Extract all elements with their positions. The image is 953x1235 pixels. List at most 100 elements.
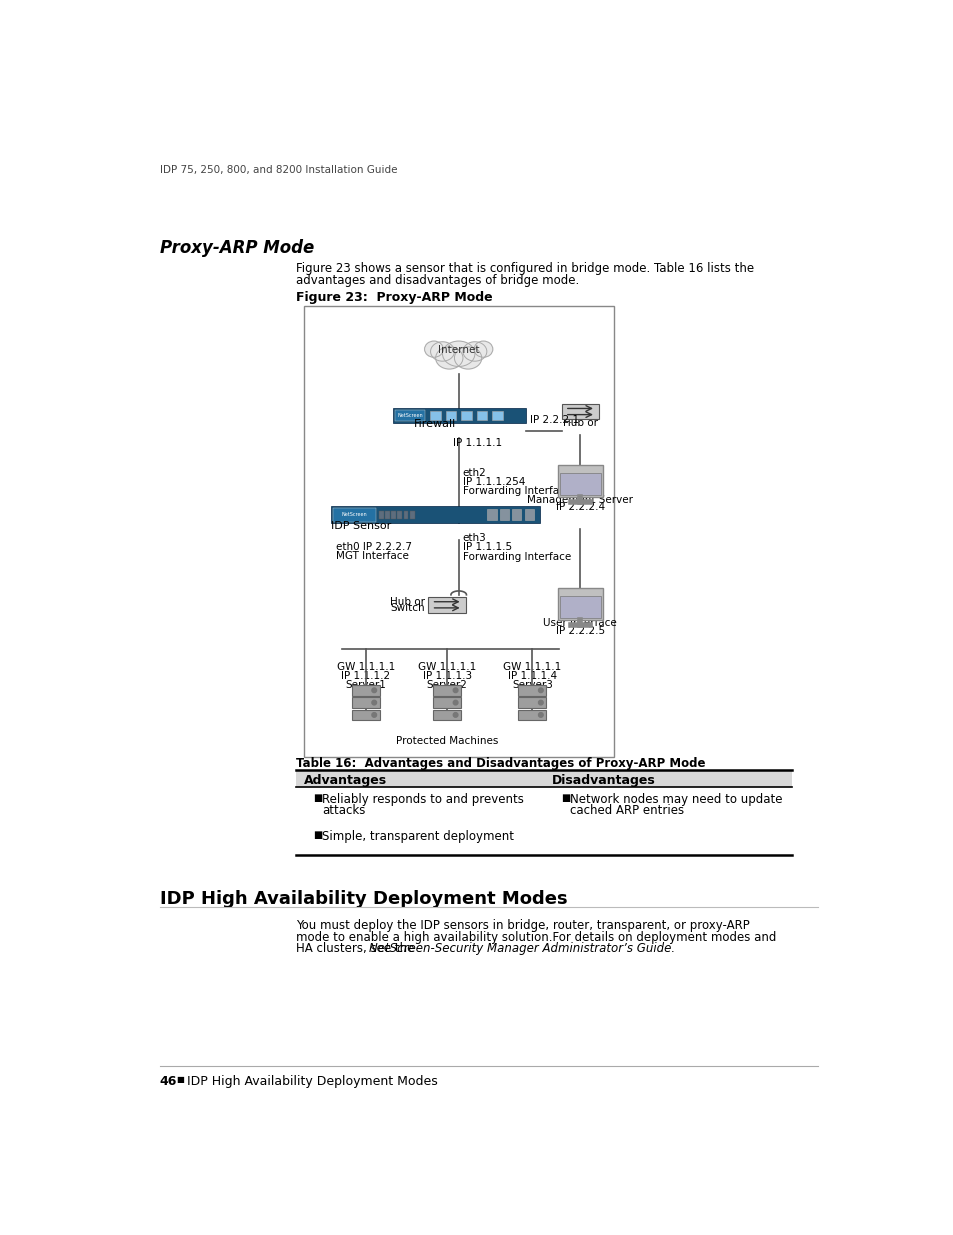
Text: Hub or: Hub or [562,419,598,429]
FancyBboxPatch shape [558,464,602,496]
Text: Forwarding Interface: Forwarding Interface [462,487,570,496]
Text: GW 1.1.1.1: GW 1.1.1.1 [417,662,476,672]
Text: eth0 IP 2.2.2.7: eth0 IP 2.2.2.7 [335,542,412,552]
Text: MGT Interface: MGT Interface [335,551,409,561]
FancyBboxPatch shape [517,685,546,695]
FancyBboxPatch shape [476,411,487,420]
Text: eth2: eth2 [462,468,486,478]
Circle shape [453,700,457,705]
FancyBboxPatch shape [395,410,424,421]
Text: NetScreen-Security Manager Administrator’s Guide.: NetScreen-Security Manager Administrator… [369,942,674,955]
FancyBboxPatch shape [517,710,546,720]
FancyBboxPatch shape [512,509,521,520]
Circle shape [537,688,542,693]
Text: Switch: Switch [562,411,598,421]
Text: Proxy-ARP Mode: Proxy-ARP Mode [159,240,314,257]
Text: Protected Machines: Protected Machines [395,736,497,746]
FancyBboxPatch shape [517,698,546,708]
FancyBboxPatch shape [352,698,379,708]
Text: NetScreen: NetScreen [341,513,367,517]
Text: Server3: Server3 [512,680,552,690]
FancyBboxPatch shape [460,411,472,420]
FancyBboxPatch shape [433,698,460,708]
Circle shape [372,688,376,693]
Text: User Interface: User Interface [543,618,617,627]
FancyBboxPatch shape [430,411,440,420]
FancyBboxPatch shape [433,685,460,695]
Text: attacks: attacks [322,804,365,818]
Text: Firewall: Firewall [414,419,456,430]
Text: IP 1.1.1.4: IP 1.1.1.4 [507,671,557,680]
Text: IDP High Availability Deployment Modes: IDP High Availability Deployment Modes [159,889,567,908]
FancyBboxPatch shape [403,511,408,519]
FancyBboxPatch shape [561,404,598,419]
FancyBboxPatch shape [487,509,497,520]
FancyBboxPatch shape [428,597,465,613]
Text: IP 2.2.2.1: IP 2.2.2.1 [530,415,578,425]
FancyBboxPatch shape [559,597,599,618]
Circle shape [537,700,542,705]
FancyBboxPatch shape [410,511,415,519]
Text: IP 1.1.1.3: IP 1.1.1.3 [422,671,471,680]
FancyBboxPatch shape [559,473,599,495]
Text: IDP 75, 250, 800, and 8200 Installation Guide: IDP 75, 250, 800, and 8200 Installation … [159,165,396,175]
FancyBboxPatch shape [331,506,539,524]
FancyBboxPatch shape [393,408,525,424]
Text: ■: ■ [560,793,570,804]
Ellipse shape [442,341,475,367]
Text: mode to enable a high availability solution.For details on deployment modes and: mode to enable a high availability solut… [295,930,776,944]
FancyBboxPatch shape [352,685,379,695]
Text: You must deploy the IDP sensors in bridge, router, transparent, or proxy-ARP: You must deploy the IDP sensors in bridg… [295,919,749,932]
Text: eth3: eth3 [462,534,486,543]
Text: Figure 23:  Proxy-ARP Mode: Figure 23: Proxy-ARP Mode [295,290,492,304]
Circle shape [372,700,376,705]
Text: advantages and disadvantages of bridge mode.: advantages and disadvantages of bridge m… [295,274,578,287]
Circle shape [372,713,376,718]
Ellipse shape [430,342,454,361]
Text: IP 1.1.1.254: IP 1.1.1.254 [462,477,524,487]
Text: Simple, transparent deployment: Simple, transparent deployment [322,830,514,842]
FancyBboxPatch shape [295,771,791,787]
Text: GW 1.1.1.1: GW 1.1.1.1 [502,662,561,672]
Text: cached ARP entries: cached ARP entries [570,804,683,818]
Text: ■: ■ [313,830,322,840]
Text: ■: ■ [313,793,322,804]
FancyBboxPatch shape [385,511,390,519]
Circle shape [537,713,542,718]
Text: Network nodes may need to update: Network nodes may need to update [570,793,782,806]
Ellipse shape [424,341,443,357]
Ellipse shape [436,347,462,369]
Text: IDP High Availability Deployment Modes: IDP High Availability Deployment Modes [187,1074,437,1088]
Text: Table 16:  Advantages and Disadvantages of Proxy-ARP Mode: Table 16: Advantages and Disadvantages o… [295,757,704,769]
FancyBboxPatch shape [524,509,534,520]
Text: IP 1.1.1.2: IP 1.1.1.2 [341,671,390,680]
FancyBboxPatch shape [378,511,383,519]
Text: ■: ■ [176,1074,184,1083]
Text: IP 1.1.1.1: IP 1.1.1.1 [453,438,502,448]
Text: Internet: Internet [437,345,479,354]
Text: Switch: Switch [390,603,424,613]
FancyBboxPatch shape [445,411,456,420]
Text: IDP Sensor: IDP Sensor [331,521,391,531]
Text: Server1: Server1 [345,680,386,690]
FancyBboxPatch shape [397,511,402,519]
Text: Advantages: Advantages [303,774,386,787]
Text: HA clusters, see the: HA clusters, see the [295,942,417,955]
Text: Disadvantages: Disadvantages [551,774,655,787]
FancyBboxPatch shape [391,511,395,519]
Text: IP 2.2.2.5: IP 2.2.2.5 [556,626,604,636]
FancyBboxPatch shape [558,588,602,620]
FancyBboxPatch shape [352,710,379,720]
FancyBboxPatch shape [433,710,460,720]
Text: IP 1.1.1.5: IP 1.1.1.5 [462,542,511,552]
Circle shape [453,713,457,718]
FancyBboxPatch shape [303,306,613,757]
FancyBboxPatch shape [492,411,502,420]
Text: NetScreen: NetScreen [396,412,422,417]
Text: IP 2.2.2.4: IP 2.2.2.4 [556,503,604,513]
Ellipse shape [474,341,493,357]
Text: 46: 46 [159,1074,176,1088]
Circle shape [453,688,457,693]
Text: Figure 23 shows a sensor that is configured in bridge mode. Table 16 lists the: Figure 23 shows a sensor that is configu… [295,262,753,275]
Text: GW 1.1.1.1: GW 1.1.1.1 [336,662,395,672]
